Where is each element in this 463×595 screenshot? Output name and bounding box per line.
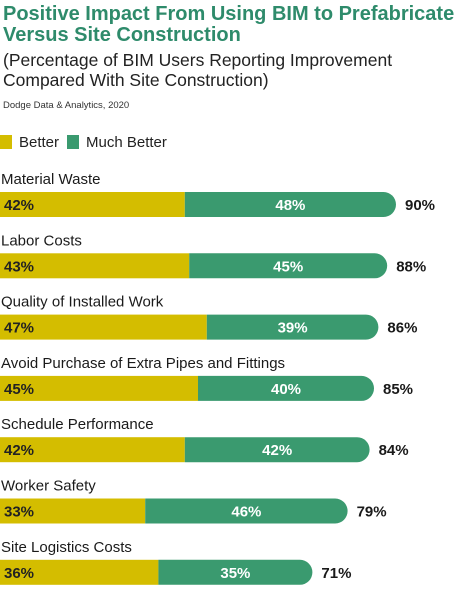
value-label-much-better-avoid-purchase-of-extra-pipes-and-fittings: 40% xyxy=(271,381,301,398)
value-label-better-schedule-performance: 42% xyxy=(4,442,34,459)
total-label-site-logistics-costs: 71% xyxy=(321,565,351,582)
legend: Better Much Better xyxy=(0,131,175,153)
value-label-better-material-waste: 42% xyxy=(4,197,34,214)
legend-label-better: Better xyxy=(19,133,60,151)
value-label-better-labor-costs: 43% xyxy=(4,258,34,275)
legend-swatch-much-better xyxy=(67,135,80,149)
category-label-worker-safety: Worker Safety xyxy=(1,478,96,495)
bar-much-better-labor-costs xyxy=(189,253,388,279)
chart-subtitle: (Percentage of BIM Users Reporting Impro… xyxy=(3,50,393,90)
legend-item-much-better: Much Better xyxy=(67,134,167,151)
total-label-schedule-performance: 84% xyxy=(379,442,409,459)
value-label-better-quality-of-installed-work: 47% xyxy=(4,320,34,337)
source-note: Dodge Data & Analytics, 2020 xyxy=(3,100,130,111)
value-label-much-better-labor-costs: 45% xyxy=(273,258,303,275)
value-label-better-site-logistics-costs: 36% xyxy=(4,565,34,582)
legend-label-much-better: Much Better xyxy=(86,133,167,151)
bar-better-labor-costs xyxy=(0,253,190,279)
category-label-avoid-purchase-of-extra-pipes-and-fittings: Avoid Purchase of Extra Pipes and Fittin… xyxy=(1,355,285,372)
bar-much-better-material-waste xyxy=(184,192,396,217)
value-label-better-avoid-purchase-of-extra-pipes-and-fittings: 45% xyxy=(4,381,34,398)
legend-item-better: Better xyxy=(0,134,59,151)
total-label-avoid-purchase-of-extra-pipes-and-fittings: 85% xyxy=(383,381,413,398)
legend-swatch-better xyxy=(0,135,12,149)
chart-title: Positive Impact From Using BIM to Prefab… xyxy=(3,3,455,46)
bar-much-better-quality-of-installed-work xyxy=(206,314,379,340)
category-label-quality-of-installed-work: Quality of Installed Work xyxy=(1,294,164,311)
bar-much-better-site-logistics-costs xyxy=(158,559,313,585)
bar-much-better-schedule-performance xyxy=(184,437,370,463)
value-label-much-better-material-waste: 48% xyxy=(275,197,305,214)
category-label-material-waste: Material Waste xyxy=(1,171,100,188)
bar-better-schedule-performance xyxy=(0,437,185,463)
value-label-much-better-worker-safety: 46% xyxy=(231,504,261,521)
value-label-much-better-site-logistics-costs: 35% xyxy=(220,565,250,582)
total-label-quality-of-installed-work: 86% xyxy=(387,320,417,337)
bar-much-better-avoid-purchase-of-extra-pipes-and-fittings xyxy=(198,375,374,401)
bar-better-site-logistics-costs xyxy=(0,559,159,585)
category-label-site-logistics-costs: Site Logistics Costs xyxy=(1,539,132,556)
bar-better-material-waste xyxy=(0,192,185,217)
bar-better-worker-safety xyxy=(0,498,146,524)
bar-much-better-worker-safety xyxy=(145,498,348,524)
value-label-much-better-schedule-performance: 42% xyxy=(262,442,292,459)
value-label-better-worker-safety: 33% xyxy=(4,504,34,521)
total-label-worker-safety: 79% xyxy=(357,504,387,521)
bar-better-avoid-purchase-of-extra-pipes-and-fittings xyxy=(0,375,198,401)
value-label-much-better-quality-of-installed-work: 39% xyxy=(278,320,308,337)
total-label-labor-costs: 88% xyxy=(396,258,426,275)
total-label-material-waste: 90% xyxy=(405,197,435,214)
category-label-schedule-performance: Schedule Performance xyxy=(1,416,154,433)
bar-better-quality-of-installed-work xyxy=(0,314,207,340)
category-label-labor-costs: Labor Costs xyxy=(1,232,82,249)
